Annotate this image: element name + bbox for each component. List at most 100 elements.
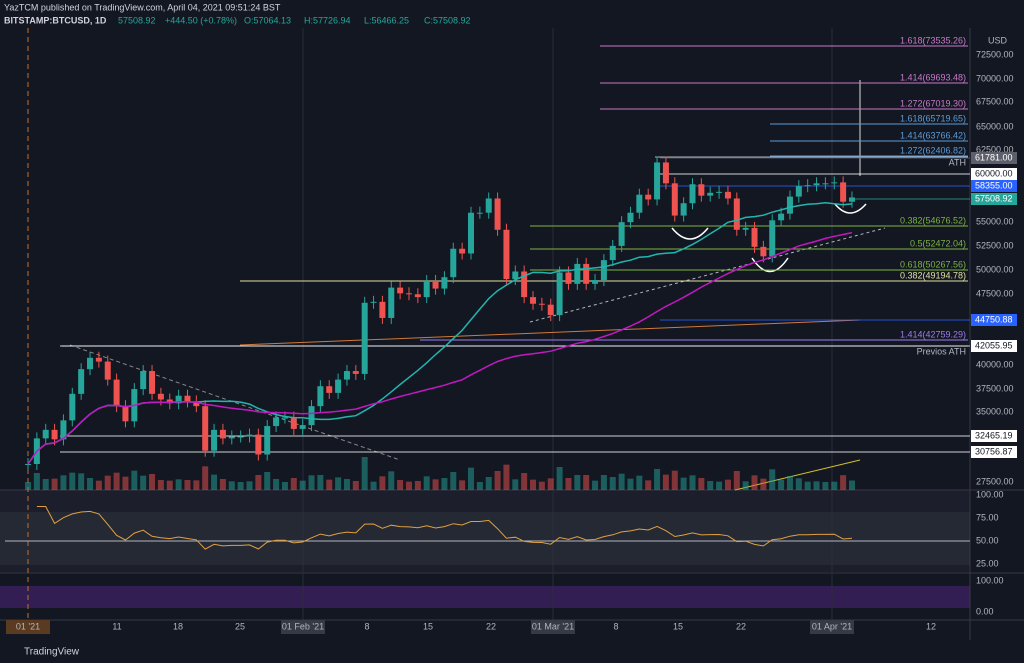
- candle: [574, 263, 581, 284]
- volume-bar: [388, 471, 395, 490]
- candle: [662, 162, 669, 184]
- candle: [698, 184, 705, 196]
- volume-bar: [175, 479, 182, 490]
- volume-bar: [95, 480, 102, 490]
- volume-bar: [441, 478, 448, 490]
- candle: [654, 162, 661, 200]
- volume-bar: [760, 478, 767, 490]
- candle: [689, 184, 696, 204]
- symbol: BITSTAMP:BTCUSD, 1D: [4, 15, 107, 25]
- volume-bar: [662, 474, 669, 490]
- candle: [742, 227, 749, 230]
- volume-bar: [281, 482, 288, 490]
- ohlc: L:56466.25: [364, 15, 409, 25]
- volume-bar: [237, 482, 244, 490]
- candle: [246, 434, 253, 437]
- candle: [69, 393, 76, 421]
- candle: [627, 212, 634, 223]
- volume-bar: [751, 475, 758, 490]
- candle: [308, 406, 315, 426]
- fib-label: 1.618(65719.65): [900, 113, 966, 123]
- candle: [140, 371, 147, 390]
- candle: [778, 213, 785, 221]
- price-marker: [971, 340, 1017, 352]
- trendline: [529, 227, 886, 323]
- price-marker: [971, 446, 1017, 458]
- volume-bar: [299, 480, 306, 490]
- pattern-curve: [834, 203, 867, 214]
- volume-bar: [414, 481, 421, 490]
- volume-bar: [60, 475, 67, 490]
- price-tick: 72500.00: [976, 49, 1014, 59]
- price-tick: 27500.00: [976, 476, 1014, 486]
- volume-bar: [538, 481, 545, 490]
- volume-bar: [778, 479, 785, 490]
- volume-bar: [51, 478, 58, 490]
- ohlc: H:57726.94: [304, 15, 351, 25]
- candle: [680, 203, 687, 216]
- candle: [592, 280, 599, 284]
- candle: [388, 287, 395, 318]
- candle: [42, 429, 49, 439]
- candle: [326, 386, 333, 393]
- brand: TradingView: [24, 647, 80, 658]
- date-label: 22: [486, 621, 496, 631]
- candle: [609, 245, 616, 261]
- candle: [317, 386, 324, 407]
- volume-bar: [786, 476, 793, 490]
- volume-bar: [317, 475, 324, 490]
- candle: [724, 191, 731, 199]
- volume-bar: [831, 481, 838, 490]
- volume-bar: [184, 480, 191, 490]
- candle: [414, 294, 421, 298]
- volume-bar: [521, 473, 528, 490]
- volume-bar: [724, 479, 731, 490]
- volume-bar: [689, 475, 696, 490]
- date-label: 8: [364, 621, 369, 631]
- candle: [264, 426, 271, 455]
- volume-bar: [432, 479, 439, 490]
- candle: [547, 304, 554, 316]
- volume-bar: [379, 476, 386, 490]
- stoch-tick: 0.00: [976, 606, 994, 616]
- candle: [423, 280, 430, 298]
- candle: [397, 287, 404, 294]
- date-label: 18: [173, 621, 183, 631]
- volume-bar: [609, 477, 616, 490]
- candle: [361, 302, 368, 374]
- volume-bar: [361, 457, 368, 490]
- date-label: 01 Feb '21: [282, 621, 324, 631]
- fib-label: 1.272(67019.30): [900, 98, 966, 108]
- fib-label: 0.5(52472.04): [910, 238, 966, 248]
- price-marker: [971, 314, 1017, 326]
- volume-bar: [397, 480, 404, 490]
- candle: [157, 393, 164, 400]
- candle: [530, 297, 537, 304]
- volume-bar: [33, 473, 40, 490]
- candle: [335, 379, 342, 393]
- candle: [281, 417, 288, 419]
- price-marker-label: 60000.00: [975, 168, 1013, 178]
- candle: [556, 272, 563, 316]
- volume-bar: [716, 481, 723, 490]
- volume-bar: [219, 479, 226, 490]
- volume-bar: [512, 479, 519, 490]
- price-tick: 40000.00: [976, 359, 1014, 369]
- date-box: [281, 620, 325, 634]
- candle: [51, 429, 58, 440]
- fib-label: 0.382(49194.78): [900, 270, 966, 280]
- candle: [645, 194, 652, 200]
- volume-bar: [840, 475, 847, 490]
- price-marker-label: 42055.95: [975, 340, 1013, 350]
- volume-bar: [565, 478, 572, 490]
- volume-bar: [654, 469, 661, 490]
- volume-bar: [166, 480, 173, 490]
- stoch-tick: 100.00: [976, 575, 1004, 585]
- date-label: 01 Mar '21: [532, 621, 574, 631]
- candle: [804, 185, 811, 187]
- candle: [405, 293, 412, 295]
- candle: [113, 379, 120, 407]
- candle: [370, 301, 377, 303]
- volume-bar: [78, 473, 85, 490]
